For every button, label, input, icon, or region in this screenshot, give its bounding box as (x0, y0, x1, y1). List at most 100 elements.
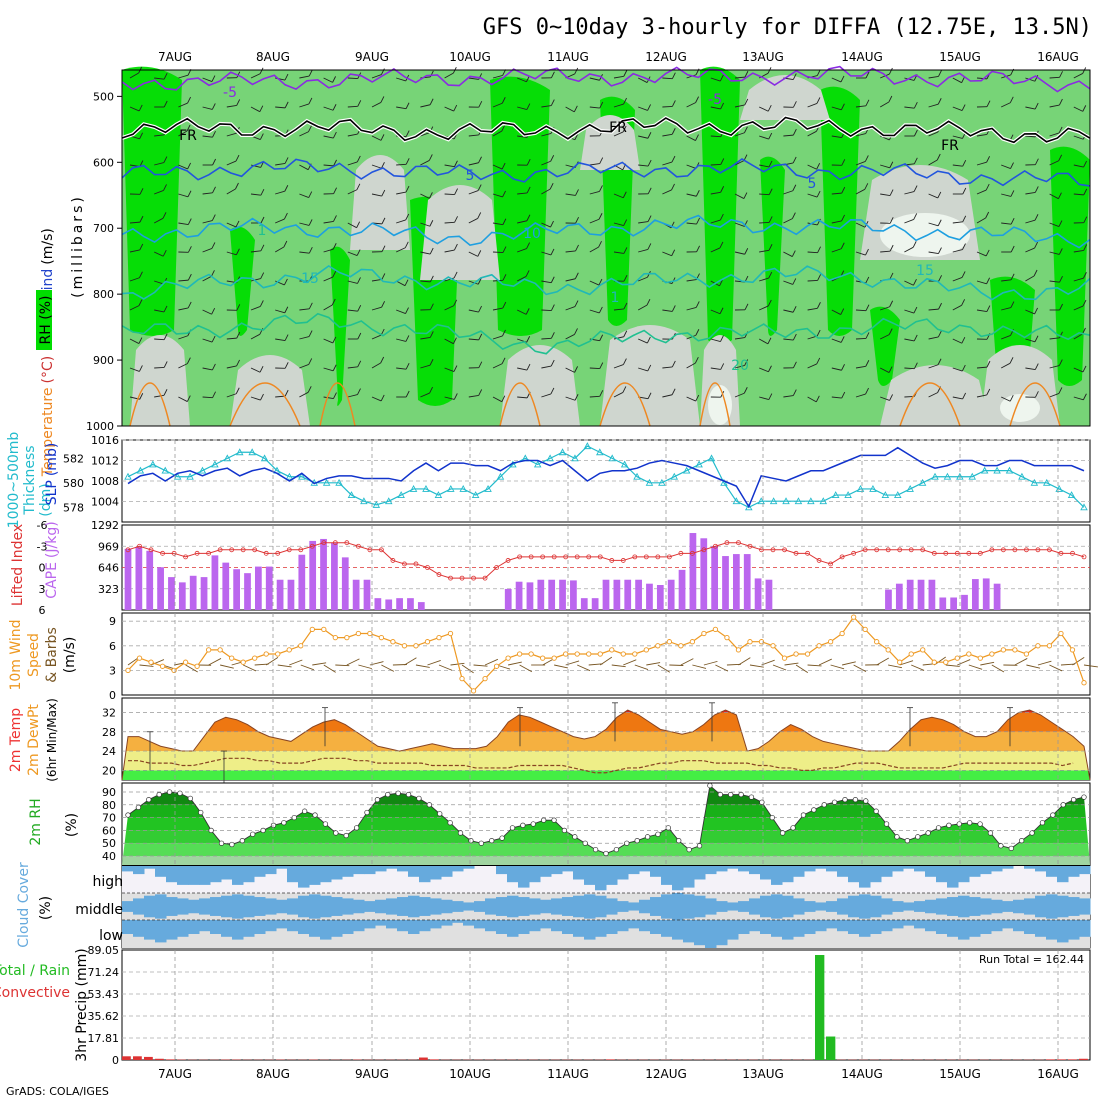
wind-barb (226, 337, 237, 340)
wind-speed-point (182, 659, 189, 665)
wind-barb (420, 193, 430, 199)
wind-barb-flag (454, 216, 458, 223)
pressure-tick-label: 700 (93, 222, 114, 235)
wind-barb-flag (477, 184, 482, 191)
cloud-cell (210, 866, 222, 883)
rh-point (270, 822, 277, 828)
wind-barb-flag (792, 101, 797, 108)
cape-bar (189, 575, 197, 610)
wind-barb (831, 106, 842, 111)
wind-barb (396, 191, 407, 195)
wind-barb-flag (865, 276, 870, 284)
wind-barb-flag (525, 308, 530, 315)
wind-barb (420, 364, 431, 369)
wind-barb-flag (139, 393, 144, 400)
wind-barb-flag (1058, 220, 1063, 227)
wind-barb-flag (816, 190, 821, 198)
wind-barb (275, 190, 285, 195)
wind-barb-flag (768, 216, 773, 223)
wind-barb (734, 76, 746, 79)
cape-bar (700, 538, 708, 610)
isotherm-25 (319, 382, 356, 427)
cloud-row-low: low (99, 928, 123, 944)
cape-bar (743, 554, 751, 610)
wind-barb (275, 338, 286, 342)
wind-barb-flag (647, 187, 652, 195)
wind-barb (952, 276, 963, 282)
wind-barb-flag (816, 69, 821, 76)
wind-barb-flag (791, 212, 796, 219)
wind-barb-flag (841, 391, 846, 399)
wind-barb (952, 135, 963, 139)
wind-barb-flag (1058, 359, 1063, 366)
wind-speed-point (136, 655, 143, 661)
wind-barb (613, 336, 624, 340)
wind-barb (202, 135, 213, 138)
wind-barb-flag (550, 276, 555, 283)
lifted-point (436, 572, 442, 577)
wind-barb (686, 164, 697, 169)
wind-speed-point (275, 651, 281, 657)
cloud-cell (496, 866, 508, 875)
cloud-cell (441, 920, 453, 926)
temp-tick-label: 28 (102, 726, 116, 739)
wind-barb-flag (1033, 269, 1038, 277)
wind-barb-flag (719, 241, 724, 249)
wind-barb-flag (816, 163, 821, 170)
wind-barb-flag (623, 247, 628, 254)
cape-bar (722, 556, 729, 610)
cloud-cell (628, 866, 640, 875)
wind-barb (371, 278, 382, 282)
wind-barb-flag (695, 394, 700, 402)
wind-barb (783, 251, 793, 257)
slp-tick-label: 1004 (91, 496, 119, 509)
surface-wind-barb (772, 664, 787, 671)
wind-barb (420, 132, 430, 137)
cloud-cell (1046, 920, 1058, 940)
wind-barb-flag (622, 191, 627, 198)
wind-barb (202, 275, 212, 282)
lifted-point (643, 554, 649, 560)
wind-barb (855, 133, 866, 137)
date-label-top: 15AUG (939, 50, 981, 64)
cloud-cell (881, 920, 893, 932)
wind-barb-flag (1034, 241, 1039, 249)
isotherm-label: 15 (916, 263, 934, 279)
wind-speed-point (309, 626, 315, 633)
wind-barb (734, 132, 745, 137)
wind-barb (759, 367, 769, 373)
wind-barb-flag (356, 249, 361, 256)
wind-barb-flag (356, 221, 361, 228)
wind-barb-flag (212, 363, 216, 371)
cape-bar (200, 577, 208, 610)
date-label-bottom: 9AUG (355, 1067, 389, 1081)
wind-barb-flag (913, 334, 918, 342)
wind-barb-flag (236, 248, 240, 255)
cape-tick-label: 1292 (91, 519, 119, 532)
cloud-cell (760, 895, 772, 918)
wind-barb-flag (429, 303, 434, 310)
cloud-cell (705, 920, 717, 948)
rh-point (146, 797, 152, 803)
wind-barb (904, 309, 915, 314)
wind-barb-flag (840, 308, 845, 315)
wind-barb-flag (380, 96, 385, 103)
rh-point (499, 835, 505, 841)
wind-barb-flag (671, 360, 676, 368)
wind-barb (226, 188, 236, 195)
wind-barb-flag (986, 100, 991, 107)
wind-barb (686, 362, 696, 369)
surface-wind-barb (830, 664, 845, 670)
cloud-cell (870, 920, 882, 934)
wind-barb (541, 251, 552, 256)
wind-barb-flag (332, 131, 337, 139)
thickness-point (968, 472, 977, 480)
cloud-cell (617, 901, 629, 912)
cloud-cell (243, 920, 255, 937)
wind-barb (395, 280, 406, 287)
wind-barb (323, 248, 334, 253)
cape-bar (168, 577, 175, 610)
wind-barb (371, 102, 382, 108)
wind-barb-flag (744, 98, 749, 106)
